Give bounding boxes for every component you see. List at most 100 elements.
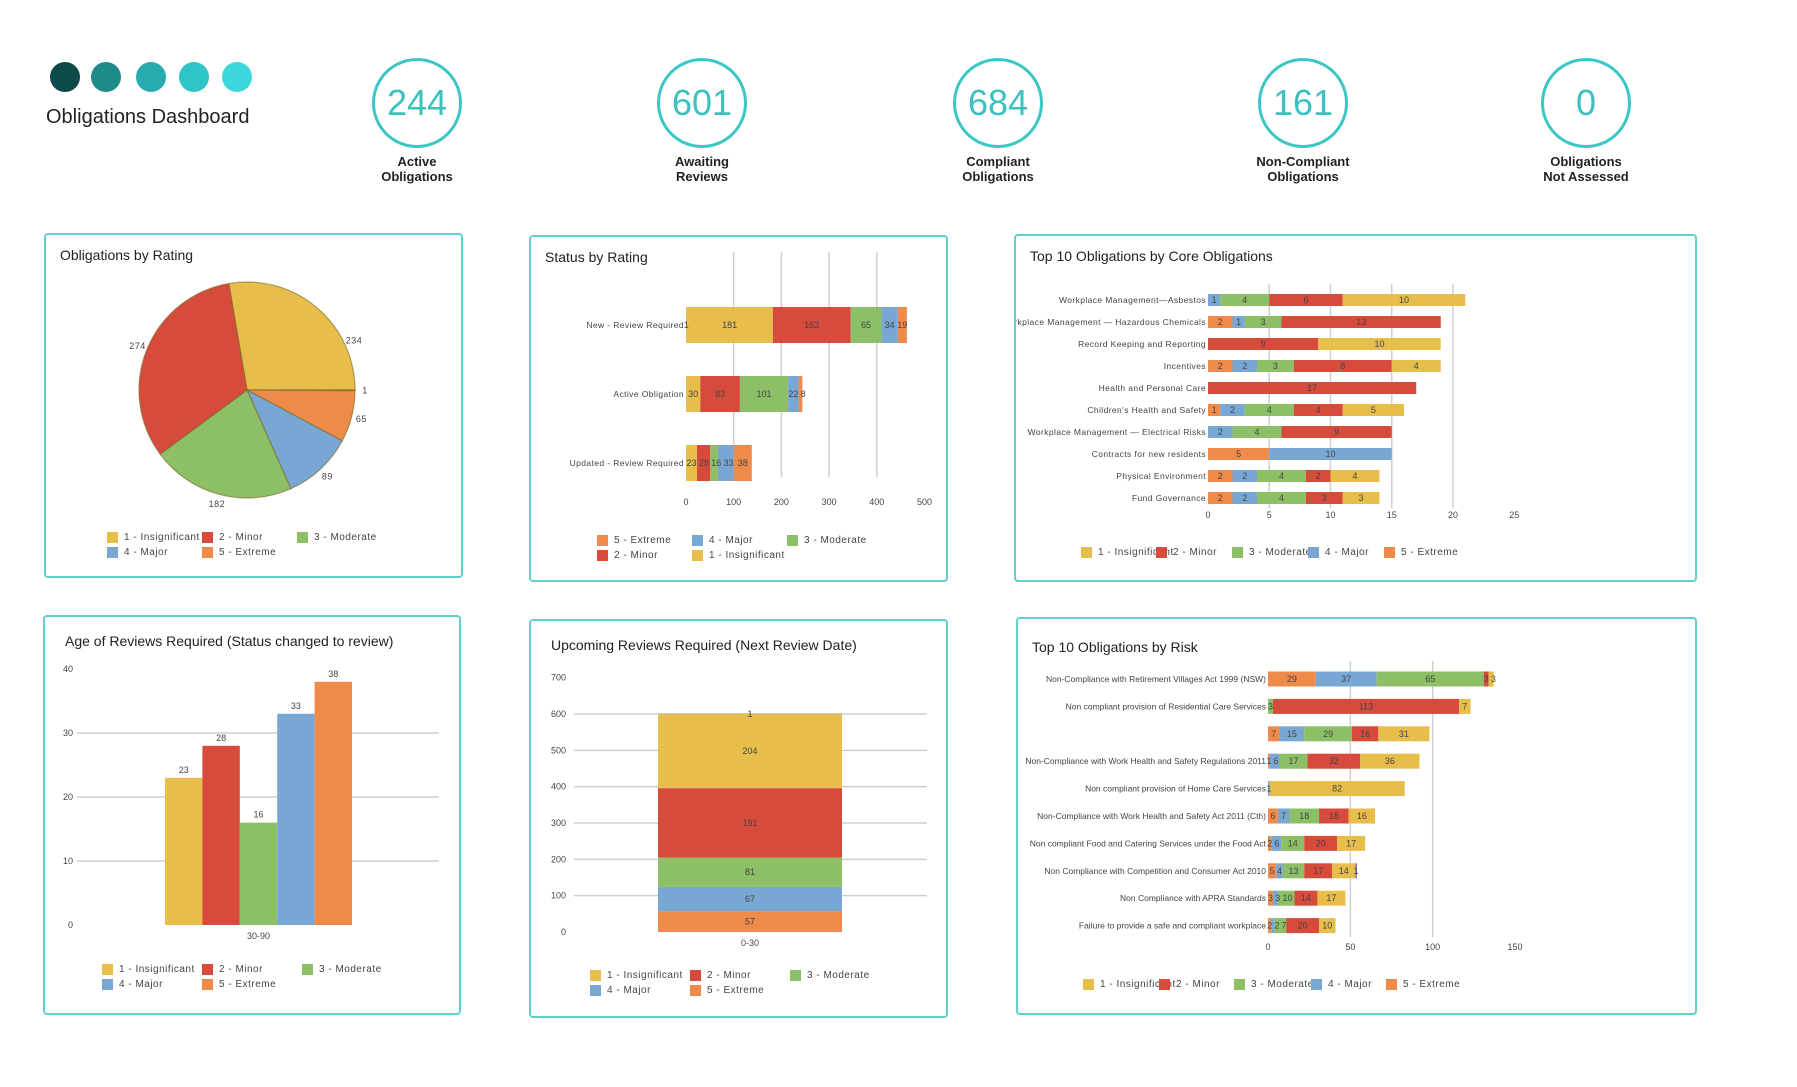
legend-swatch: [1081, 547, 1092, 558]
category-label: Non Compliance with Competition and Cons…: [1044, 866, 1266, 876]
data-label: 16: [253, 810, 263, 820]
legend-swatch: [1159, 979, 1170, 990]
legend-label: 2 - Minor: [707, 970, 751, 981]
bar-segment: [1220, 404, 1245, 416]
data-label: 36: [1385, 756, 1395, 766]
data-label: 28: [699, 458, 709, 468]
data-label: 10: [1399, 295, 1409, 305]
bar-segment: [1488, 671, 1494, 687]
bar-segment: [1376, 671, 1484, 687]
data-label: 7: [1282, 921, 1287, 931]
category-label: Workplace Management — Electrical Risks: [1028, 427, 1206, 437]
category-label: Non-Compliance with Work Health and Safe…: [1037, 811, 1266, 821]
legend-swatch: [590, 970, 601, 981]
bar-segment: [658, 788, 842, 858]
data-label: 57: [745, 917, 755, 927]
bar: [277, 713, 315, 925]
data-label: 23: [179, 765, 189, 775]
category-label: Children's Health and Safety: [1087, 405, 1206, 415]
legend-label: 1 - Insignificant: [607, 970, 683, 981]
legend-swatch: [202, 979, 213, 990]
category-label: Contracts for new residents: [1092, 449, 1206, 459]
legend-label: 2 - Minor: [219, 964, 263, 975]
pie-slice: [138, 282, 248, 455]
bar-segment: [1268, 671, 1316, 687]
bar-segment: [1268, 890, 1273, 906]
legend-label: 5 - Extreme: [219, 979, 277, 990]
legend-swatch: [302, 964, 313, 975]
bar-segment: [1272, 698, 1460, 714]
legend-label: 2 - Minor: [1176, 979, 1220, 990]
x-tick-label: 10: [1325, 510, 1335, 520]
data-label: 29: [1323, 729, 1333, 739]
data-label: 14: [1301, 893, 1311, 903]
panel-upcoming-reviews: Upcoming Reviews Required (Next Review D…: [529, 619, 948, 1018]
kpi-label-line: Obligations: [381, 169, 453, 184]
bar-segment: [1378, 726, 1430, 742]
kpi-card: 684 Compliant Obligations: [908, 58, 1088, 184]
category-label: Non-Compliance with Retirement Villages …: [1046, 674, 1266, 684]
data-label: 234: [346, 335, 363, 345]
kpi-label-line: Non-Compliant: [1256, 154, 1350, 169]
bar-segment: [1232, 426, 1282, 438]
data-label: 3: [1491, 674, 1496, 684]
data-label: 5: [1270, 866, 1275, 876]
legend-swatch: [692, 550, 703, 561]
bar-segment: [658, 857, 842, 887]
legend-label: 2 - Minor: [614, 550, 658, 561]
panel-top10-by-risk: Top 10 Obligations by Risk 0 50 100 150 Non-…: [1016, 617, 1697, 1015]
kpi-label-line: Active: [397, 154, 437, 169]
x-tick-label: 25: [1509, 510, 1519, 520]
data-label: 16: [711, 458, 721, 468]
y-tick-label: 500: [551, 745, 566, 755]
category-label: Updated - Review Required: [570, 458, 684, 468]
category-label: New - Review Required: [586, 320, 684, 330]
data-label: 17: [1307, 383, 1317, 393]
bar-segment: [700, 376, 740, 412]
legend-item: 2 - Minor: [1159, 979, 1220, 990]
data-label: 33: [291, 701, 301, 711]
panel-obligations-by-rating: Obligations by Rating 234 1 65 89 182 274 1 - …: [44, 233, 463, 578]
bar-segment: [1208, 404, 1221, 416]
bar-segment: [1342, 294, 1466, 306]
bar-segment: [1272, 890, 1278, 906]
legend-item: 4 - Major: [590, 985, 651, 996]
bar-segment: [1208, 338, 1319, 350]
bar-segment: [1208, 316, 1233, 328]
category-label: Failure to provide a safe and compliant …: [1079, 921, 1266, 931]
data-label: 38: [328, 669, 338, 679]
y-tick-label: 0: [68, 920, 73, 930]
data-label: 82: [1332, 784, 1342, 794]
legend-swatch: [202, 964, 213, 975]
bar-segment: [1348, 808, 1376, 824]
legend-label: 4 - Major: [124, 547, 168, 558]
legend-item: 1 - Insignificant: [692, 550, 785, 561]
bar-segment: [1342, 492, 1380, 504]
y-tick-label: 300: [551, 818, 566, 828]
data-label: 4: [1352, 471, 1357, 481]
bar-segment: [1279, 753, 1308, 769]
data-label: 3: [1275, 893, 1280, 903]
data-label: 19: [897, 320, 907, 330]
data-label: 191: [742, 818, 757, 828]
data-label: 20: [1298, 921, 1308, 931]
y-tick-label: 40: [63, 664, 73, 674]
category-label: Non compliant provision of Residential C…: [1066, 701, 1266, 711]
bar-segment: [1269, 294, 1343, 306]
category-label: Active Obligation: [613, 389, 684, 399]
chart-title: Top 10 Obligations by Core Obligations: [1030, 248, 1273, 264]
data-label: 3: [1268, 893, 1273, 903]
legend-swatch: [297, 532, 308, 543]
pie-slice: [228, 281, 356, 391]
x-tick-label: 150: [1508, 942, 1523, 952]
bar-segment: [710, 445, 718, 481]
legend-label: 3 - Moderate: [807, 970, 870, 981]
bar-segment: [1281, 316, 1441, 328]
legend-item: 1 - Insignificant: [102, 964, 195, 975]
data-label: 17: [1326, 893, 1336, 903]
legend-swatch: [590, 985, 601, 996]
data-label: 2: [1218, 493, 1223, 503]
bar-segment: [1274, 918, 1287, 934]
data-label: 3: [1261, 317, 1266, 327]
chart-title: Obligations by Rating: [60, 247, 194, 263]
